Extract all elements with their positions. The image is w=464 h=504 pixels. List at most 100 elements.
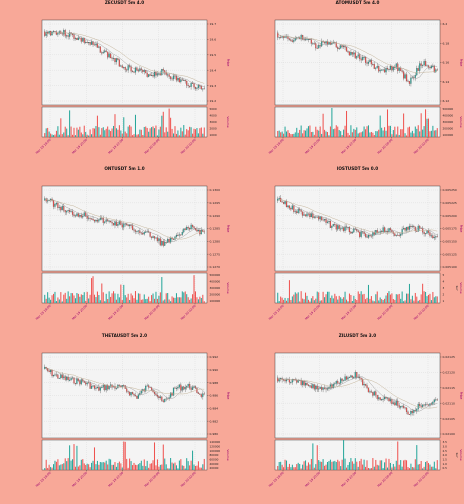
candle-body	[180, 79, 182, 83]
volume-bar	[167, 468, 169, 470]
candle-body	[435, 236, 437, 238]
candle-body	[341, 227, 343, 229]
volume-bar	[139, 293, 141, 303]
volume-bar	[353, 128, 355, 137]
candle-body	[203, 393, 205, 395]
candle-body	[335, 224, 337, 230]
volume-bar	[392, 463, 394, 470]
candle-body	[178, 78, 180, 83]
candle-body	[278, 36, 280, 38]
volume-bar	[325, 464, 327, 470]
volume-bar	[422, 283, 424, 303]
volume-bar	[134, 291, 136, 303]
volume-bar	[329, 459, 331, 470]
volume-bar	[120, 284, 122, 303]
volume-bar	[123, 441, 125, 470]
volume-bar	[277, 465, 279, 470]
candle-body	[376, 66, 378, 68]
volume-bar	[350, 125, 352, 137]
x-tick-label: Mar 20 02:00	[180, 304, 197, 321]
candle-body	[394, 67, 396, 68]
volume-bar	[111, 128, 113, 137]
volume-tick-label: 0.5	[443, 466, 448, 470]
candle-body	[96, 43, 99, 48]
volume-bar	[357, 466, 359, 470]
candle-body	[280, 197, 282, 202]
volume-bar	[329, 297, 331, 303]
volume-bar	[397, 441, 399, 470]
volume-bar	[133, 462, 135, 470]
price-tick-label: 0.005250	[443, 188, 457, 192]
candle-body	[136, 395, 138, 399]
candle-body	[191, 224, 194, 227]
candle-body	[197, 230, 200, 232]
candle-body	[54, 31, 56, 32]
volume-bar	[322, 459, 324, 470]
candle-body	[313, 384, 315, 390]
volume-bar	[91, 462, 93, 470]
price-panel	[41, 19, 208, 106]
volume-bar	[430, 130, 432, 137]
candle-body	[177, 387, 179, 389]
volume-bar	[93, 128, 96, 137]
candle-body	[127, 391, 129, 393]
volume-bar	[306, 128, 308, 137]
volume-bar	[123, 284, 125, 303]
candle-body	[48, 30, 50, 34]
volume-bar	[126, 133, 128, 137]
candle-body	[379, 70, 381, 72]
volume-bar	[379, 115, 381, 137]
price-tick-label: 0.005200	[443, 214, 457, 218]
volume-bar	[66, 128, 68, 137]
candle-body	[315, 386, 317, 390]
candle-body	[121, 65, 123, 68]
candle-body	[367, 234, 370, 238]
volume-bar	[168, 108, 170, 137]
volume-bar	[381, 127, 383, 137]
volume-bar	[386, 467, 389, 470]
volume-bar	[170, 301, 172, 303]
volume-bar	[372, 300, 374, 303]
volume-bar	[287, 130, 289, 137]
volume-bar	[96, 115, 98, 137]
volume-bar	[286, 131, 288, 137]
candle-body	[67, 376, 69, 381]
volume-bar	[417, 464, 419, 470]
candle-body	[202, 88, 204, 90]
candle-body	[55, 202, 58, 205]
volume-bar	[76, 445, 78, 470]
volume-bar	[82, 459, 84, 470]
volume-bar	[153, 442, 156, 470]
volume-bar	[155, 465, 157, 470]
price-tick-label: 0.984	[210, 407, 219, 411]
candle-body	[359, 376, 361, 379]
price-tick-label: 0.005225	[443, 201, 457, 205]
candle-body	[318, 45, 320, 49]
candle-body	[70, 378, 72, 381]
volume-bar	[96, 291, 98, 303]
volume-bar	[309, 301, 311, 303]
volume-bar	[338, 461, 340, 470]
candle-body	[363, 232, 365, 235]
candle-body	[395, 401, 397, 406]
volume-tick-label: 60000	[210, 458, 219, 462]
volume-bar	[77, 129, 79, 137]
candle-body	[108, 221, 110, 222]
volume-bar	[57, 126, 59, 137]
volume-bar	[117, 293, 119, 303]
volume-bar	[183, 292, 185, 303]
volume-bar	[357, 133, 359, 137]
volume-bar	[196, 465, 198, 470]
volume-bar	[117, 129, 119, 137]
candle-body	[348, 51, 351, 56]
candle-body	[310, 385, 312, 388]
candle-body	[338, 48, 340, 50]
candle-body	[398, 235, 400, 236]
volume-bar	[196, 128, 198, 137]
candle-body	[373, 232, 375, 235]
candle-body	[115, 387, 118, 389]
candle-body	[376, 230, 378, 233]
volume-bar	[287, 466, 289, 470]
x-tick-label: Mar 20 00:00	[376, 304, 393, 321]
candle-body	[93, 44, 96, 46]
